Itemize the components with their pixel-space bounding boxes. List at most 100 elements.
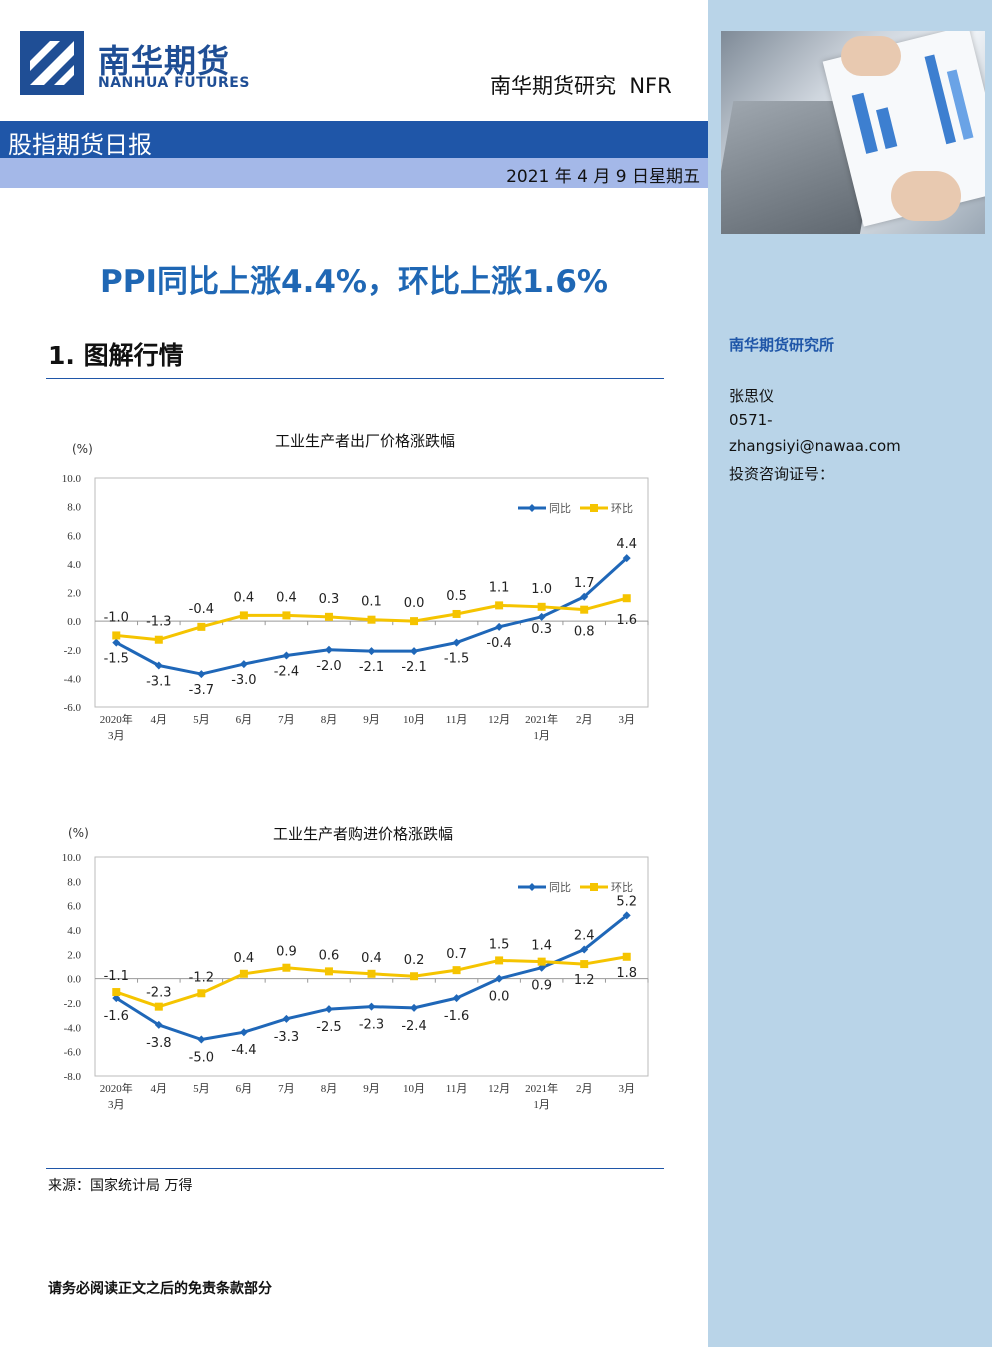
headline: PPI同比上涨4.4%，环比上涨1.6% [100,264,608,300]
mom-point [324,612,333,621]
analyst-name: 张思仪 [729,387,775,405]
y-tick-label: 4.0 [67,559,81,571]
institute-name: 南华期货研究所 [729,336,835,354]
data-label: 1.0 [531,582,552,597]
yoy-point [367,647,376,656]
divider [46,1168,664,1169]
y-tick-label: 0.0 [67,616,81,628]
mom-point [239,611,248,620]
x-tick-label: 5月 [193,1083,210,1095]
mom-point [239,969,248,978]
mom-point [197,989,206,998]
source-note: 来源：国家统计局 万得 [48,1178,193,1194]
x-tick-label: 7月 [278,714,295,726]
yoy-point [112,994,121,1003]
mom-point [324,967,333,976]
yoy-point [154,661,163,670]
data-label: 1.4 [531,939,552,954]
data-label: 0.0 [404,596,425,611]
x-tick-label: 3月 [618,1083,635,1095]
yoy-point [622,911,631,920]
x-tick-label: 4月 [151,714,168,726]
mom-point [622,952,631,961]
mom-point [282,963,291,972]
yoy-point [324,1005,333,1014]
research-label: 南华期货研究 NFR [490,74,672,98]
hand-shape [891,171,961,221]
legend-label: 同比 [549,502,571,515]
x-tick-label: 12月 [488,1083,510,1095]
ppi-chart: 10.0 8.0 6.0 4.0 2.0 0.0 -2.0 -4.0 -6.0 2020年 3月 4月… [62,473,649,742]
yoy-point [495,622,504,631]
x-tick-label: 2021年 [525,1081,558,1095]
mom-point [367,969,376,978]
yoy-point [410,647,419,656]
legend-marker [528,883,536,891]
x-tick-label: 5月 [193,714,210,726]
report-date: 2021 年 4 月 9 日星期五 [506,167,700,187]
x-tick-label: 4月 [151,1083,168,1095]
data-label: -3.8 [146,1036,171,1051]
yoy-point [324,645,333,654]
yoy-point [495,974,504,983]
data-label: 1.5 [489,937,510,952]
data-label: 1.6 [616,613,637,628]
data-label: -1.3 [146,615,171,630]
data-label: 2.4 [574,928,595,943]
disclaimer: 请务必阅读正文之后的免责条款部分 [48,1281,272,1297]
data-label: -1.1 [104,969,129,984]
data-label: 0.3 [319,592,340,607]
data-label: -1.6 [444,1009,469,1024]
x-tick-label: 3月 [108,730,125,742]
data-label: -1.5 [104,652,129,667]
x-tick-label: 12月 [488,714,510,726]
divider [46,378,664,379]
data-label: 4.4 [616,537,637,552]
yoy-point [452,638,461,647]
license-number: 投资咨询证号： [729,465,835,483]
plot-frame [94,477,649,708]
logo-chinese: 南华期货 [98,42,231,80]
data-label: -3.3 [274,1030,299,1045]
y-tick-label: -4.0 [64,1022,82,1034]
yoy-point [580,592,589,601]
legend-marker [590,883,598,891]
y-tick-label: -2.0 [64,998,82,1010]
mom-point [154,635,163,644]
y-tick-label: 10.0 [62,852,82,864]
mom-point [410,972,419,981]
x-tick-label: 6月 [236,1083,253,1095]
data-label: 0.5 [446,589,467,604]
x-tick-label: 1月 [533,1099,550,1111]
mom-point [495,956,504,965]
yoy-point [410,1003,419,1012]
y-tick-label: 4.0 [67,925,81,937]
nanhua-logo-icon [20,31,84,95]
mom-point [154,1002,163,1011]
data-label: -3.1 [146,674,171,689]
x-tick-label: 2月 [576,1083,593,1095]
x-tick-label: 2月 [576,714,593,726]
legend-label: 同比 [549,881,571,894]
mom-point [452,966,461,975]
x-tick-label: 3月 [108,1099,125,1111]
data-label: 0.7 [446,947,467,962]
data-label: 0.9 [531,979,552,994]
analyst-email[interactable]: zhangsiyi@nawaa.com [729,437,901,455]
x-tick-label: 7月 [278,1083,295,1095]
report-title: 股指期货日报 [8,131,152,159]
y-tick-label: 6.0 [67,530,81,542]
mom-point [537,957,546,966]
y-tick-label: 10.0 [62,473,82,485]
chart1-unit: (%) [72,442,93,456]
data-label: -1.6 [104,1009,129,1024]
mom-point [112,631,121,640]
y-tick-label: -6.0 [64,702,82,714]
data-label: -0.4 [486,636,511,651]
data-label: 0.3 [531,622,552,637]
data-label: 1.8 [616,966,637,981]
mom-point [580,605,589,614]
data-label: -2.0 [316,659,341,674]
data-label: 0.9 [276,945,297,960]
section-title: 1. 图解行情 [48,341,184,370]
